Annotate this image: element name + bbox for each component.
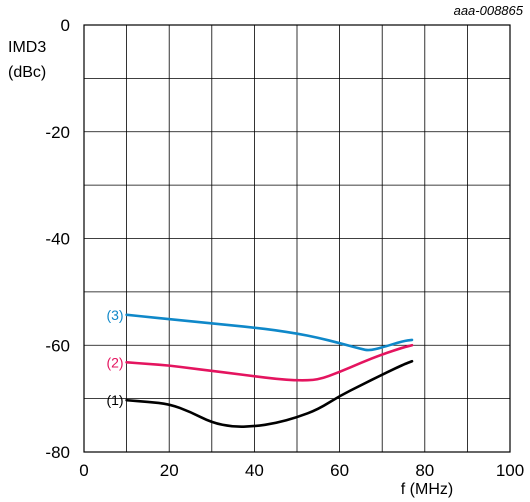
series-label-3: (3) — [106, 307, 123, 323]
y-axis-label-line2: (dBc) — [8, 64, 46, 81]
y-tick-label: -20 — [45, 123, 70, 142]
x-tick-label: 100 — [496, 461, 524, 480]
x-tick-label: 0 — [79, 461, 88, 480]
series-label-2: (2) — [106, 354, 123, 370]
reference-id: aaa-008865 — [454, 3, 524, 18]
tick-labels: 0 20 40 60 80 100 0 -20 -40 -60 -80 — [45, 16, 524, 480]
y-tick-label: -80 — [45, 443, 70, 462]
y-tick-label: -40 — [45, 230, 70, 249]
series-group: (1) (2) (3) — [106, 307, 414, 428]
series-line-3 — [125, 313, 414, 352]
series-label-1: (1) — [106, 392, 123, 408]
y-tick-label: 0 — [61, 16, 70, 35]
series-line-2 — [125, 343, 414, 382]
x-tick-label: 40 — [245, 461, 264, 480]
plot-frame — [83, 24, 511, 453]
x-tick-label: 20 — [160, 461, 179, 480]
y-tick-label: -60 — [45, 336, 70, 355]
x-tick-label: 80 — [415, 461, 434, 480]
series-line-1 — [125, 359, 414, 428]
x-axis-label: f (MHz) — [401, 481, 453, 498]
grid — [84, 25, 510, 452]
y-axis-label-line1: IMD3 — [8, 39, 46, 56]
x-tick-label: 60 — [330, 461, 349, 480]
